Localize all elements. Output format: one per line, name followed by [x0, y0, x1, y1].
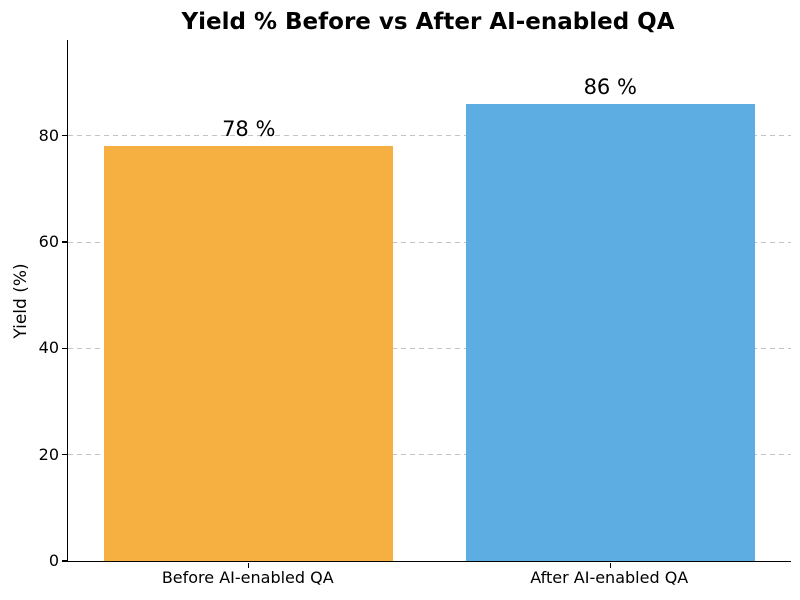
gridline	[68, 347, 791, 349]
bar	[104, 146, 394, 561]
y-tick-label: 0	[48, 551, 59, 570]
y-tick-label: 40	[38, 338, 59, 358]
y-tick-label: 20	[38, 444, 59, 464]
bar-value-label: 86 %	[583, 74, 637, 99]
gridline	[68, 241, 791, 243]
y-tick-mark	[61, 347, 67, 349]
x-tick-mark	[248, 562, 250, 568]
y-axis-label: Yield (%)	[11, 263, 31, 339]
plot-area: 78 % 86 %	[61, 40, 791, 568]
y-tick-mark	[61, 241, 67, 243]
y-tick-mark	[61, 135, 67, 137]
y-tick-label: 60	[38, 232, 59, 252]
y-tick-label: 80	[38, 125, 59, 145]
bar-value-label: 78 %	[222, 117, 276, 142]
x-tick-label: After AI-enabled QA	[530, 568, 689, 587]
y-tick-mark	[61, 454, 67, 456]
gridline	[68, 454, 791, 456]
y-tick-mark	[61, 560, 67, 562]
chart-title: Yield % Before vs After AI-enabled QA	[181, 9, 675, 35]
x-tick-label: Before AI-enabled QA	[161, 568, 334, 587]
gridline	[68, 135, 791, 137]
bar	[465, 103, 755, 561]
x-tick-mark	[609, 562, 611, 568]
